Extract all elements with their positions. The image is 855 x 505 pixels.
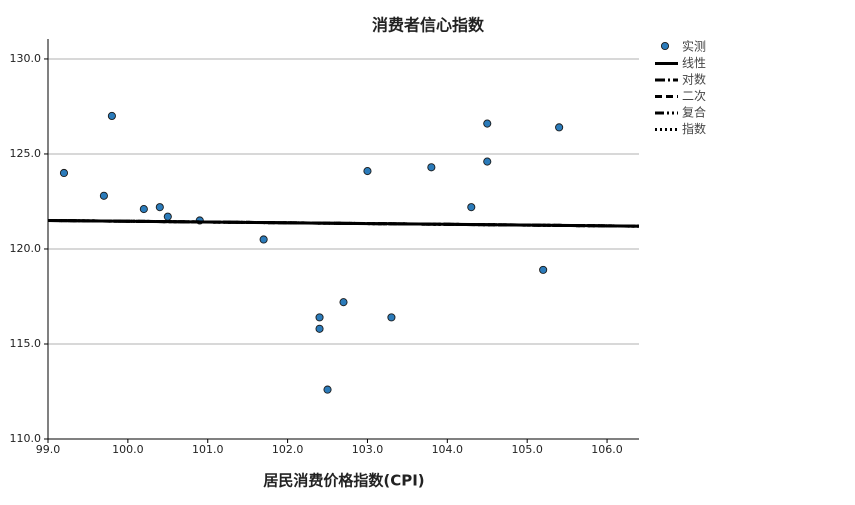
data-point xyxy=(315,313,324,322)
x-tick-label: 103.0 xyxy=(352,443,384,456)
fit-line xyxy=(47,218,640,228)
legend-label: 指数 xyxy=(682,121,706,136)
legend-label: 二次 xyxy=(682,89,706,103)
legend-label: 实测 xyxy=(682,39,706,54)
data-point xyxy=(59,168,69,178)
data-point xyxy=(259,235,268,244)
x-tick-label: 100.0 xyxy=(112,443,144,456)
y-tick-label: 120.0 xyxy=(10,242,42,255)
chart-title: 消费者信心指数 xyxy=(372,16,485,35)
x-tick-label: 105.0 xyxy=(511,443,543,456)
data-point xyxy=(387,313,396,322)
legend-label: 复合 xyxy=(682,105,706,120)
x-tick-label: 99.0 xyxy=(36,443,61,456)
legend-label: 对数 xyxy=(682,72,706,87)
data-point xyxy=(315,324,324,333)
data-point xyxy=(99,191,108,200)
x-axis-label: 居民消费价格指数(CPI) xyxy=(263,472,424,490)
data-point xyxy=(483,157,492,166)
data-point xyxy=(339,298,348,307)
x-tick-label: 102.0 xyxy=(272,443,304,456)
data-point xyxy=(427,163,436,172)
x-tick-label: 106.0 xyxy=(591,443,623,456)
x-tick-label: 104.0 xyxy=(432,443,464,456)
legend-label: 线性 xyxy=(682,56,706,70)
data-point xyxy=(139,205,148,214)
y-tick-label: 110.0 xyxy=(10,432,42,445)
legend-marker xyxy=(660,41,670,51)
data-point xyxy=(155,203,164,212)
fit-line xyxy=(47,218,640,228)
y-tick-label: 115.0 xyxy=(10,337,42,350)
data-point xyxy=(467,203,476,212)
data-point xyxy=(323,385,332,394)
data-point xyxy=(107,111,116,121)
data-point xyxy=(483,119,492,128)
y-tick-label: 130.0 xyxy=(10,52,42,65)
data-point xyxy=(163,212,172,221)
data-point xyxy=(555,123,564,132)
y-tick-label: 125.0 xyxy=(10,147,42,160)
x-tick-label: 101.0 xyxy=(192,443,224,456)
data-point xyxy=(363,167,372,176)
data-point xyxy=(539,265,548,274)
